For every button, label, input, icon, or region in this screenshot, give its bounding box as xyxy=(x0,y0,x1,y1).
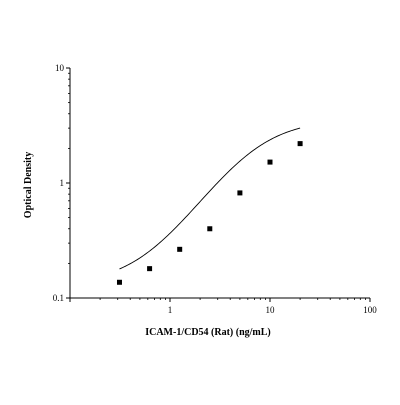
x-tick-label: 100 xyxy=(363,305,377,315)
y-tick-label: 1 xyxy=(60,178,65,188)
y-axis-label: Optical Density xyxy=(23,152,34,218)
x-tick-label: 10 xyxy=(266,305,276,315)
x-axis-label: ICAM-1/CD54 (Rat) (ng/mL) xyxy=(145,327,271,338)
y-tick-label: 0.1 xyxy=(53,293,64,303)
ticks: 1 10 100 0.1 1 10 xyxy=(53,63,378,315)
data-point xyxy=(147,266,153,272)
data-point xyxy=(267,159,273,165)
data-point xyxy=(237,190,243,196)
data-point xyxy=(297,141,303,147)
y-tick-label: 10 xyxy=(55,63,65,73)
data-points xyxy=(116,141,303,285)
fit-curve-layer xyxy=(119,127,301,270)
data-point xyxy=(177,246,183,252)
x-tick-label: 1 xyxy=(168,305,173,315)
data-point xyxy=(116,279,122,285)
axes xyxy=(69,68,370,299)
fit-curve xyxy=(119,127,301,270)
data-point xyxy=(207,226,213,232)
